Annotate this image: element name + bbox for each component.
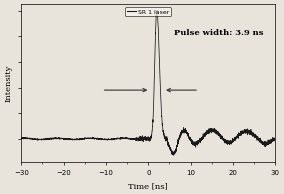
X-axis label: Time [ns]: Time [ns] [128,182,168,190]
Legend: SR 1 laser: SR 1 laser [125,7,172,16]
Text: Pulse width: 3.9 ns: Pulse width: 3.9 ns [174,29,263,36]
Y-axis label: Intensity: Intensity [4,64,12,102]
